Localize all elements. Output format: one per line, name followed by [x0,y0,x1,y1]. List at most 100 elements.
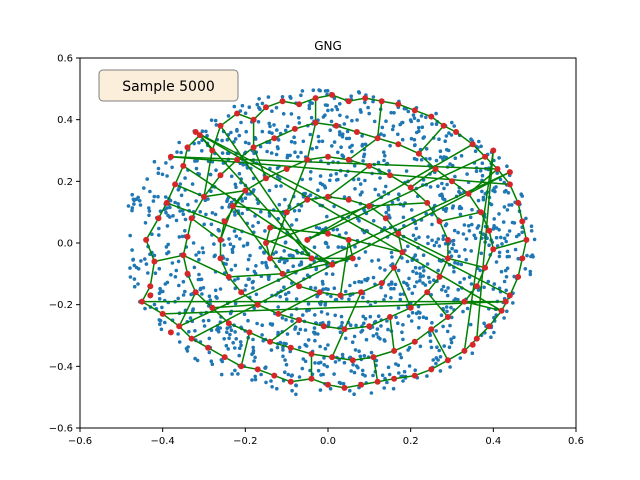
gng-edge [145,217,160,241]
sample-point [284,317,288,322]
gng-edge [496,168,511,185]
gng-node [267,338,274,345]
gng-node [225,320,232,327]
sample-point [130,248,134,252]
sample-point [413,265,418,270]
sample-point [213,288,218,293]
sample-point [283,370,287,375]
sample-point [231,341,235,345]
gng-edge [174,183,205,198]
sample-point [502,236,507,241]
sample-point [461,232,466,236]
sample-point [192,265,197,270]
sample-point [333,298,338,302]
sample-point [322,356,326,360]
sample-point [269,151,274,155]
gng-node [515,273,522,280]
gng-node [345,98,352,105]
gng-node [325,381,331,388]
gng-edge [430,316,449,330]
sample-point [270,322,275,327]
gng-node [486,323,493,330]
x-tick-label: −0.4 [151,436,175,447]
sample-point [267,130,272,134]
sample-point [500,242,504,246]
sample-point [239,120,243,125]
x-tick-label: −0.6 [68,436,92,447]
sample-point [259,209,263,214]
sample-point [233,368,237,373]
sample-point [441,234,446,238]
gng-node [217,172,224,179]
sample-point [386,207,391,212]
sample-point [414,157,419,162]
gng-edge [521,221,528,241]
sample-point [406,244,410,249]
sample-point [165,251,169,256]
gng-edge [327,196,349,201]
chart-title: GNG [314,39,342,53]
sample-point [229,328,234,333]
sample-point [504,239,509,244]
sample-point [333,360,338,364]
gng-edge [381,267,395,284]
sample-point [396,268,401,273]
y-tick-label: −0.4 [49,362,73,373]
sample-point [444,206,449,211]
gng-edge [298,319,325,328]
gng-edge [178,171,511,327]
sample-point [418,311,422,315]
sample-point [389,286,393,291]
sample-point [498,177,503,182]
sample-point [160,305,164,310]
sample-point [361,159,365,163]
gng-node [283,209,290,216]
sample-point [470,222,474,227]
gng-edge [397,143,420,155]
gng-node [143,236,150,243]
sample-point [202,222,206,227]
sample-point [448,365,452,369]
sample-point [361,314,366,319]
sample-point [505,266,510,271]
sample-point [499,235,503,240]
gng-node [444,236,451,243]
sample-point [134,197,139,201]
sample-point [243,288,247,292]
gng-edge [219,258,230,278]
sample-point [285,332,290,336]
sample-point [227,336,231,341]
sample-point [513,247,518,252]
sample-point [441,324,445,329]
sample-point [214,123,219,127]
sample-point [158,322,162,327]
gng-node [366,203,373,209]
sample-point [401,215,406,220]
sample-point [396,363,401,368]
gng-node [180,162,187,169]
sample-point [472,233,477,238]
sample-point [225,330,229,335]
sample-point [177,283,181,288]
sample-point [323,303,328,307]
gng-node [254,366,261,373]
sample-point [413,237,418,241]
sample-point [349,369,354,373]
sample-point [382,298,386,302]
sample-point [187,329,191,334]
sample-point [309,170,313,174]
sample-point [251,337,255,342]
gng-node [139,298,145,305]
gng-node [250,144,257,151]
sample-point [306,338,311,342]
gng-edge [447,301,465,318]
sample-point [311,88,316,92]
sample-point [505,164,509,168]
sample-point [497,156,501,160]
sample-point [329,119,334,124]
sample-point [148,189,152,194]
gng-node [387,314,393,320]
sample-point [190,309,195,313]
gng-edge [348,199,370,207]
sample-point [243,140,248,145]
